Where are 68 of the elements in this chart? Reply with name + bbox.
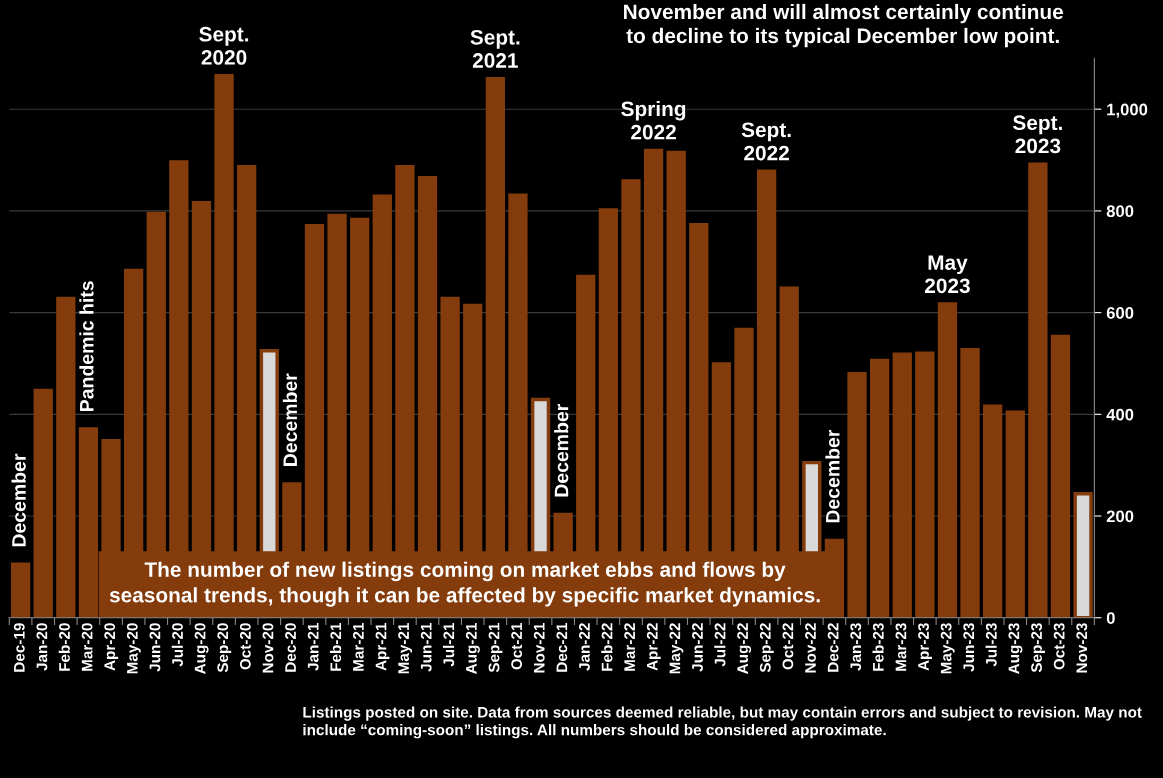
- y-tick-label: 600: [1106, 307, 1134, 319]
- text: Listings posted on site. Data from sources deemed reliable, but may contain errors and subject to revision. May not include “coming-soon” listings. All numbers should be considered approximate.: [303, 706, 1142, 739]
- x-tick-label: Feb-22: [601, 623, 613, 671]
- annotation: Sept. 2021: [470, 29, 520, 68]
- x-tick-label: Dec-22: [827, 623, 839, 672]
- x-tick-label: Oct-23: [1053, 623, 1065, 670]
- x-tick-label: Mar-20: [81, 623, 93, 671]
- x-tick-label: Mar-22: [624, 623, 636, 671]
- x-tick-label: Jul-21: [443, 623, 455, 667]
- x-tick-label: Apr-23: [918, 623, 932, 671]
- x-tick-label: Aug-21: [465, 623, 480, 674]
- x-tick-label: Feb-20: [58, 623, 70, 671]
- x-tick-label: Oct-20: [239, 623, 251, 670]
- annotation: December: [11, 453, 26, 547]
- annotation: Pandemic hits: [79, 281, 94, 411]
- annotation: December: [554, 403, 569, 497]
- y-tick-label: 400: [1106, 408, 1134, 421]
- x-tick-label: Nov-23: [1076, 623, 1088, 673]
- x-tick-label: Jun-23: [963, 623, 975, 672]
- x-tick-label: Jul-20: [171, 623, 183, 667]
- x-tick-label: Jan-23: [850, 623, 862, 671]
- x-tick-label: Dec-21: [556, 623, 568, 672]
- x-tick-label: Jan-22: [579, 623, 590, 671]
- x-tick-label: Mar-21: [352, 623, 364, 671]
- annotation: The number of new listings coming on market ebbs and flows by seasonal trends, though it can be affected by specific market dynamics.: [109, 561, 820, 607]
- x-tick-label: Feb-23: [872, 623, 884, 671]
- x-tick-label: Jan-20: [36, 623, 48, 671]
- y-tick-label: 800: [1106, 205, 1134, 218]
- annotation: December: [825, 429, 840, 523]
- x-tick-label: Aug-20: [194, 623, 209, 674]
- x-tick-label: May-22: [669, 623, 684, 674]
- x-tick-label: Apr-21: [375, 623, 390, 671]
- annotation: Sept. 2023: [1013, 115, 1062, 154]
- x-tick-label: Dec-19: [13, 623, 25, 672]
- x-tick-label: Jul-23: [985, 623, 997, 667]
- x-tick-label: Dec-20: [285, 623, 296, 672]
- y-tick-label: 0: [1106, 612, 1115, 624]
- x-tick-label: Nov-20: [262, 623, 274, 673]
- annotation: Sept. 2022: [741, 122, 791, 161]
- x-tick-label: Jun-20: [149, 623, 161, 672]
- y-tick-label: 1,000: [1107, 103, 1148, 118]
- x-tick-label: Jan-21: [307, 623, 319, 671]
- x-tick-label: Feb-21: [329, 623, 342, 671]
- x-tick-label: Nov-22: [805, 623, 816, 673]
- annotation: Sept. 2020: [199, 26, 249, 65]
- x-tick-label: Aug-22: [737, 623, 752, 674]
- annotation: May 2023: [925, 255, 970, 294]
- x-tick-label: Apr-22: [646, 623, 661, 671]
- x-tick-label: May-23: [940, 623, 955, 674]
- y-tick-label: 200: [1106, 510, 1134, 523]
- x-tick-label: Jun-22: [692, 623, 703, 672]
- x-tick-label: Oct-22: [782, 623, 794, 670]
- chart-title: November and will almost certainly continue to decline to its typical December low point.: [624, 3, 1064, 48]
- x-tick-label: Sep-23: [1031, 623, 1045, 673]
- x-tick-label: Mar-23: [895, 623, 907, 671]
- x-tick-label: Jun-21: [420, 623, 432, 672]
- annotation: December: [282, 373, 298, 466]
- x-tick-label: Sep-20: [217, 623, 232, 673]
- x-tick-label: Sep-22: [759, 623, 774, 673]
- x-tick-label: Jul-22: [714, 623, 726, 667]
- x-tick-label: May-20: [126, 623, 141, 674]
- x-tick-label: Sep-21: [488, 623, 503, 673]
- x-tick-label: Nov-21: [533, 623, 545, 673]
- x-tick-label: Oct-21: [511, 623, 523, 670]
- x-tick-label: Aug-23: [1008, 623, 1023, 674]
- x-tick-label: May-21: [398, 623, 413, 674]
- annotation: Spring 2022: [621, 100, 686, 140]
- x-tick-label: Apr-20: [104, 623, 119, 671]
